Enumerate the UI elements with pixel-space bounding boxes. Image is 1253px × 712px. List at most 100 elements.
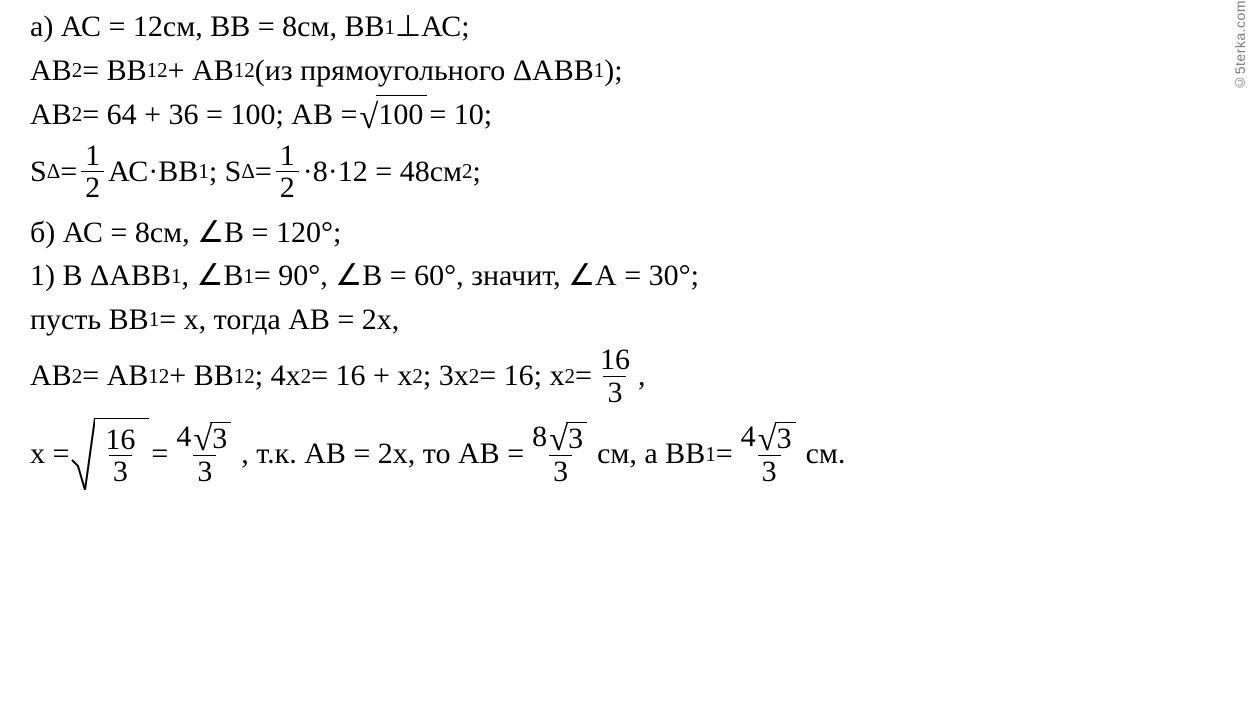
text: б) АС = 8см, ∠В = 120°; (30, 214, 341, 252)
subscript: 1 (234, 57, 245, 83)
superscript: 2 (301, 363, 312, 389)
radicand: 3 (566, 422, 587, 455)
subscript: 1 (594, 57, 605, 83)
line-7: пусть ВВ 1 = х, тогда АВ = 2х, (30, 301, 1253, 339)
text: АВ (30, 96, 72, 134)
numerator: 1 (81, 140, 104, 172)
line-8: АВ 2 = АВ 1 2 + ВВ 1 2 ; 4х 2 = 16 + х 2… (30, 344, 1253, 408)
text: , т.к. АВ = 2х, то АВ = (241, 435, 524, 473)
text: АВ (30, 52, 72, 90)
text: ·8·12 = 48см (303, 153, 462, 191)
text: , ∠В (181, 257, 243, 295)
superscript: 2 (244, 57, 255, 83)
numerator: 1 (276, 140, 299, 172)
text: = ВВ (82, 52, 146, 90)
fraction: 16 3 (596, 344, 634, 408)
text: = 10; (429, 96, 492, 134)
superscript: 2 (159, 363, 170, 389)
text: 1) В ΔАВВ (30, 257, 171, 295)
superscript: 2 (72, 363, 83, 389)
fraction: 1 2 (81, 140, 104, 204)
sqrt: √3 (549, 422, 587, 455)
subscript: 1 (171, 263, 182, 289)
sqrt: √3 (193, 422, 231, 455)
line-5: б) АС = 8см, ∠В = 120°; (30, 214, 1253, 252)
text: ; 3х (423, 357, 469, 395)
text: 8 (532, 420, 547, 453)
line-9: х = 16 3 = 4√3 3 , т.к. АВ = 2х (30, 418, 1253, 490)
text: + АВ (168, 52, 234, 90)
denominator: 2 (276, 171, 299, 204)
sqrt: √ 100 (359, 95, 427, 134)
text: 4 (176, 420, 191, 453)
text: АС·ВВ (108, 153, 198, 191)
text: = (60, 153, 77, 191)
text: + ВВ (169, 357, 233, 395)
denominator: 3 (193, 455, 216, 488)
superscript: 2 (244, 363, 255, 389)
subscript: Δ (241, 158, 255, 184)
superscript: 2 (72, 101, 83, 127)
numerator: 4√3 (172, 421, 237, 455)
subscript: 1 (147, 57, 158, 83)
text: ; (473, 153, 481, 191)
text: = АВ (82, 357, 148, 395)
subscript: 1 (198, 158, 209, 184)
text: ; S (209, 153, 242, 191)
line-4: S Δ = 1 2 АС·ВВ 1 ; S Δ = 1 2 ·8·12 = 48… (30, 140, 1253, 204)
text: = (255, 153, 272, 191)
denominator: 3 (109, 455, 132, 488)
sqrt-of-fraction: 16 3 (71, 418, 149, 490)
fraction: 16 3 (101, 424, 139, 488)
fraction: 4√3 3 (172, 421, 237, 488)
line-2: АВ 2 = ВВ 1 2 + АВ 1 2 (из прямоугольног… (30, 52, 1253, 90)
fraction: 8√3 3 (528, 421, 593, 488)
denominator: 3 (758, 455, 781, 488)
radicand: 100 (376, 95, 427, 134)
superscript: 2 (469, 363, 480, 389)
text: (из прямоугольного ΔАВВ (255, 52, 594, 90)
text: , (638, 357, 646, 395)
superscript: 2 (412, 363, 423, 389)
subscript: 1 (149, 306, 160, 332)
text: = 16; х (479, 357, 564, 395)
watermark: ©5terka.com (1232, 0, 1250, 91)
text: = (575, 357, 592, 395)
radicand: 3 (775, 422, 796, 455)
numerator: 4√3 (737, 421, 802, 455)
denominator: 3 (603, 376, 626, 409)
denominator: 2 (81, 171, 104, 204)
text: 4 (741, 420, 756, 453)
radicand: 3 (210, 422, 231, 455)
superscript: 2 (157, 57, 168, 83)
text: пусть ВВ (30, 301, 149, 339)
text: = х, тогда АВ = 2х, (159, 301, 399, 339)
text: = (151, 435, 168, 473)
subscript: 1 (384, 14, 395, 40)
text: S (30, 153, 47, 191)
superscript: 2 (565, 363, 576, 389)
superscript: 2 (72, 57, 83, 83)
text: см, а ВВ (597, 435, 705, 473)
text: = 64 + 36 = 100; АВ = (82, 96, 357, 134)
text: х = (30, 435, 69, 473)
radicand: 16 3 (95, 418, 149, 490)
text: см. (806, 435, 846, 473)
subscript: 1 (234, 363, 245, 389)
text: = 90°, ∠В = 60°, значит, ∠А = 30°; (254, 257, 699, 295)
numerator: 16 (101, 424, 139, 456)
line-1: а) АС = 12см, ВВ = 8см, ВВ 1 ⊥АС; (30, 8, 1253, 46)
numerator: 8√3 (528, 421, 593, 455)
subscript: 1 (243, 263, 254, 289)
text: ⊥АС; (395, 8, 470, 46)
page: ©5terka.com а) АС = 12см, ВВ = 8см, ВВ 1… (0, 0, 1253, 712)
text: а) АС = 12см, ВВ = 8см, ВВ (30, 8, 384, 46)
fraction: 1 2 (276, 140, 299, 204)
denominator: 3 (549, 455, 572, 488)
subscript: 1 (705, 441, 716, 467)
text: АВ (30, 357, 72, 395)
fraction: 4√3 3 (737, 421, 802, 488)
line-3: АВ 2 = 64 + 36 = 100; АВ = √ 100 = 10; (30, 95, 1253, 134)
radical-icon (71, 418, 95, 490)
text: = 16 + х (311, 357, 412, 395)
